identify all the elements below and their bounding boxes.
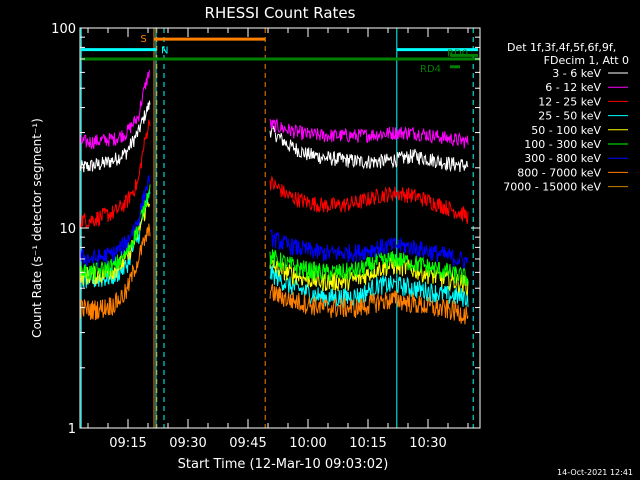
x-tick-label: 09:45 [229,436,266,451]
series-line-12-25-kev-pre [79,119,151,229]
series-line-300-800-kev-pre [79,174,151,268]
legend-label: 6 - 12 keV [545,81,601,94]
series-line-25-50-kev-pre [79,189,151,289]
flag-bar-label: RD4 [420,64,441,75]
x-tick-label: 10:30 [409,436,446,451]
series-line-100-300-kev-post [269,249,469,286]
legend-label: 300 - 800 keV [524,152,601,165]
legend-label: 3 - 6 keV [552,67,601,80]
legend-label: 25 - 50 keV [538,110,601,123]
y-tick-label: 1 [68,422,76,437]
flag-bar-label: S [140,34,146,45]
series-line-12-25-kev-post [269,175,469,224]
series-line-6-12-kev-pre [79,70,150,150]
series-line-6-12-kev-post [269,118,469,149]
flag-bar-label: RD0 [447,48,468,59]
series-line-800-7000-kev-pre [79,223,151,321]
flag-bar-label: N [161,46,168,57]
x-tick-label: 10:00 [289,436,326,451]
legend-label: 100 - 300 keV [524,138,601,151]
series-line-25-50-kev-post [269,265,469,309]
series-line-800-7000-kev-post [269,283,469,325]
series-line-3-6-kev-pre [79,100,151,173]
chart-title: RHESSI Count Rates [205,4,356,22]
x-tick-label: 09:30 [169,436,206,451]
legend-label: 12 - 25 keV [538,95,601,108]
x-axis-label: Start Time (12-Mar-10 09:03:02) [178,457,389,472]
legend-label: 50 - 100 keV [531,124,601,137]
y-tick-label: 10 [59,222,76,237]
series-line-300-800-kev-post [269,228,469,269]
footer-timestamp: 14-Oct-2021 12:41 [557,468,633,477]
y-axis-label: Count Rate (s⁻¹ detector segment⁻¹) [30,118,44,338]
x-tick-label: 10:15 [349,436,386,451]
series-line-50-100-kev-pre [79,201,151,286]
plot-area: S N RD0 RD4 1 10 100 09:15 09:30 09:45 10:00 10:15 1… [51,22,481,451]
y-tick-label: 100 [51,22,76,37]
legend-label: 7000 - 15000 keV [503,181,601,194]
x-tick-label: 09:15 [109,436,146,451]
series-line-3-6-kev-post [269,125,469,173]
legend-header-line-1: Det 1f,3f,4f,5f,6f,9f, [507,41,616,54]
legend-header-line-2: FDecim 1, Att 0 [544,54,629,67]
series-line-100-300-kev-pre [79,184,151,281]
legend-label: 800 - 7000 keV [517,166,601,179]
